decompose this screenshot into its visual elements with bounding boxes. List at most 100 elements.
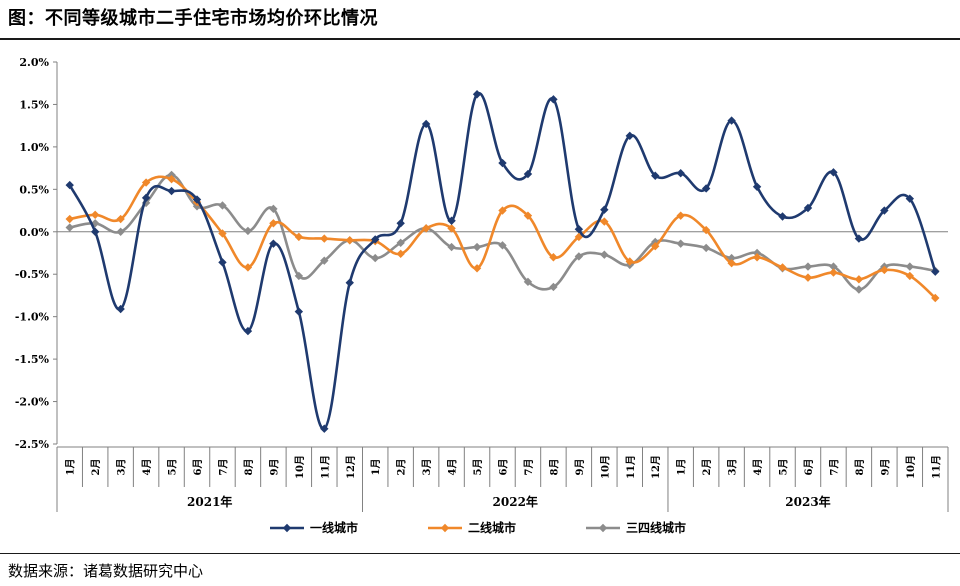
x-tick-label: 11月	[625, 455, 637, 479]
data-point	[727, 116, 736, 125]
x-tick-label: 7月	[828, 459, 840, 476]
data-source: 数据来源：诸葛数据研究中心	[8, 562, 204, 580]
data-point	[243, 226, 253, 236]
data-point	[803, 203, 813, 213]
data-point	[727, 258, 736, 268]
data-point	[880, 265, 889, 275]
data-point	[345, 236, 354, 245]
data-point	[116, 214, 125, 224]
legend-item: 一线城市	[270, 520, 358, 535]
data-point	[854, 285, 864, 294]
data-point	[701, 243, 711, 253]
legend-item: 二线城市	[428, 520, 516, 535]
chart-axes: 2.0% 1.5% 1.0% 0.5% 0.0% -0.5% -1.0% -1.5% -2.0%…	[15, 56, 949, 512]
year-label: 2021年	[187, 494, 232, 509]
series-一线城市	[65, 90, 940, 433]
data-point	[141, 178, 151, 187]
data-point	[65, 180, 74, 190]
data-point	[167, 174, 176, 184]
x-tick-label: 2月	[90, 459, 102, 476]
line-chart: 2.0% 1.5% 1.0% 0.5% 0.0% -0.5% -1.0% -1.5% -2.0%…	[15, 56, 949, 535]
data-point	[498, 241, 507, 250]
y-tick-label: -2.5%	[15, 438, 50, 451]
data-point	[701, 184, 711, 193]
x-tick-label: 10月	[905, 455, 917, 479]
x-tick-label: 3月	[116, 459, 128, 476]
data-point	[90, 227, 100, 236]
data-point	[931, 293, 940, 303]
data-point	[243, 326, 253, 336]
data-point	[269, 219, 278, 228]
x-tick-label: 1月	[65, 459, 77, 476]
data-point	[549, 282, 558, 292]
x-tick-label: 9月	[574, 459, 586, 476]
x-tick-label: 8月	[548, 459, 560, 476]
y-tick-label: 2.0%	[19, 56, 49, 69]
data-point	[421, 119, 431, 129]
data-point	[396, 219, 405, 228]
data-point	[905, 271, 915, 281]
legend-swatch-marker	[598, 523, 608, 533]
data-point	[218, 201, 227, 210]
x-tick-label: 4月	[447, 459, 459, 476]
data-point	[523, 169, 533, 179]
data-point	[116, 304, 125, 314]
data-point	[167, 170, 176, 180]
data-point	[600, 217, 609, 226]
data-point	[931, 267, 940, 276]
data-point	[905, 262, 915, 271]
data-point	[523, 211, 533, 220]
data-point	[778, 212, 787, 221]
data-point	[371, 235, 380, 244]
data-point	[90, 210, 100, 219]
data-point	[320, 234, 329, 243]
data-point	[574, 225, 584, 234]
data-point	[600, 250, 609, 259]
data-point	[371, 253, 380, 263]
y-tick-label: 0.0%	[19, 226, 49, 239]
legend-label: 二线城市	[468, 520, 516, 535]
data-point	[574, 232, 584, 242]
data-point	[905, 194, 915, 203]
data-point	[625, 131, 634, 141]
data-point	[396, 238, 405, 248]
data-point	[294, 271, 304, 281]
title-rule	[0, 38, 960, 40]
data-point	[676, 239, 685, 248]
y-tick-label: -1.5%	[15, 353, 50, 366]
y-tick-label: 1.0%	[19, 141, 49, 154]
legend-swatch-marker	[282, 523, 292, 533]
x-tick-label: 12月	[345, 455, 357, 479]
x-tick-label: 5月	[778, 459, 790, 476]
data-point	[294, 232, 304, 242]
data-point	[218, 229, 227, 238]
data-point	[701, 225, 711, 235]
legend-swatch-marker	[440, 523, 450, 533]
x-tick-label: 8月	[243, 459, 255, 476]
data-point	[803, 273, 813, 282]
data-point	[549, 95, 558, 104]
series-二线城市	[65, 174, 940, 303]
data-point	[243, 263, 253, 272]
x-tick-label: 7月	[523, 459, 535, 476]
data-point	[65, 223, 74, 232]
data-point	[829, 168, 838, 177]
y-tick-label: -1.0%	[15, 311, 50, 324]
x-tick-label: 11月	[930, 455, 942, 479]
x-tick-label: 4月	[752, 459, 764, 476]
x-tick-label: 10月	[294, 455, 306, 479]
data-point	[320, 256, 329, 265]
x-tick-label: 6月	[803, 459, 815, 476]
y-tick-label: 0.5%	[19, 183, 49, 196]
x-tick-label: 1月	[676, 459, 688, 476]
data-point	[854, 234, 864, 243]
x-tick-label: 6月	[192, 459, 204, 476]
data-point	[854, 275, 864, 284]
data-point	[396, 249, 405, 259]
data-point	[472, 90, 482, 99]
data-point	[167, 186, 176, 196]
data-point	[803, 262, 813, 271]
series-line	[69, 175, 937, 299]
data-point	[651, 242, 660, 251]
y-tick-label: 1.5%	[19, 98, 49, 111]
